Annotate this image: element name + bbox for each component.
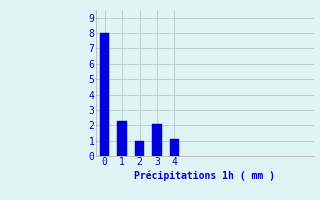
Bar — [135, 141, 144, 156]
Bar — [170, 139, 179, 156]
Bar — [100, 33, 109, 156]
Bar — [117, 121, 127, 156]
Bar — [152, 124, 162, 156]
X-axis label: Précipitations 1h ( mm ): Précipitations 1h ( mm ) — [134, 170, 275, 181]
